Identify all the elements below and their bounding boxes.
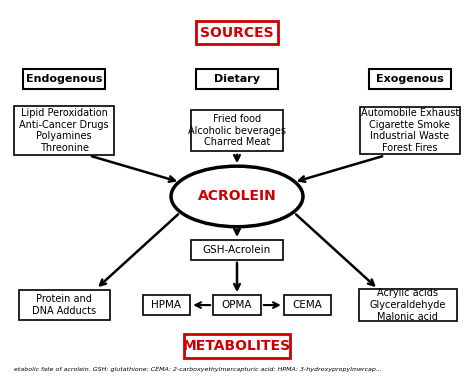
Text: Dietary: Dietary [214,74,260,84]
FancyBboxPatch shape [283,295,331,315]
Text: Endogenous: Endogenous [26,74,102,84]
Text: Fried food
Alcoholic beverages
Charred Meat: Fried food Alcoholic beverages Charred M… [188,114,286,147]
Text: SOURCES: SOURCES [200,26,274,39]
FancyBboxPatch shape [183,334,291,358]
Text: GSH-Acrolein: GSH-Acrolein [203,245,271,255]
Text: Protein and
DNA Adducts: Protein and DNA Adducts [32,294,96,316]
Text: Acrylic acids
Glyceraldehyde
Malonic acid: Acrylic acids Glyceraldehyde Malonic aci… [369,288,446,322]
Ellipse shape [171,166,303,227]
FancyBboxPatch shape [191,240,283,260]
Text: METABOLITES: METABOLITES [183,339,291,353]
Text: CEMA: CEMA [292,300,322,310]
FancyBboxPatch shape [213,295,261,315]
FancyBboxPatch shape [359,289,456,321]
FancyBboxPatch shape [360,107,460,154]
FancyBboxPatch shape [191,110,283,151]
FancyBboxPatch shape [143,295,191,315]
Text: Exogenous: Exogenous [376,74,444,84]
FancyBboxPatch shape [196,69,278,89]
Text: HPMA: HPMA [152,300,182,310]
Text: OPMA: OPMA [222,300,252,310]
FancyBboxPatch shape [369,69,451,89]
Text: ACROLEIN: ACROLEIN [198,190,276,203]
Text: Lipid Peroxidation
Anti-Cancer Drugs
Polyamines
Threonine: Lipid Peroxidation Anti-Cancer Drugs Pol… [19,108,109,153]
FancyBboxPatch shape [14,106,114,155]
Text: Automobile Exhaust
Cigarette Smoke
Industrial Waste
Forest Fires: Automobile Exhaust Cigarette Smoke Indus… [361,108,459,153]
FancyBboxPatch shape [23,69,105,89]
FancyBboxPatch shape [18,290,109,320]
FancyBboxPatch shape [196,21,278,44]
Text: etabolic fate of acrolein. GSH: glutathione; CEMA: 2-carboxyethylmercapturic aci: etabolic fate of acrolein. GSH: glutathi… [14,367,382,372]
